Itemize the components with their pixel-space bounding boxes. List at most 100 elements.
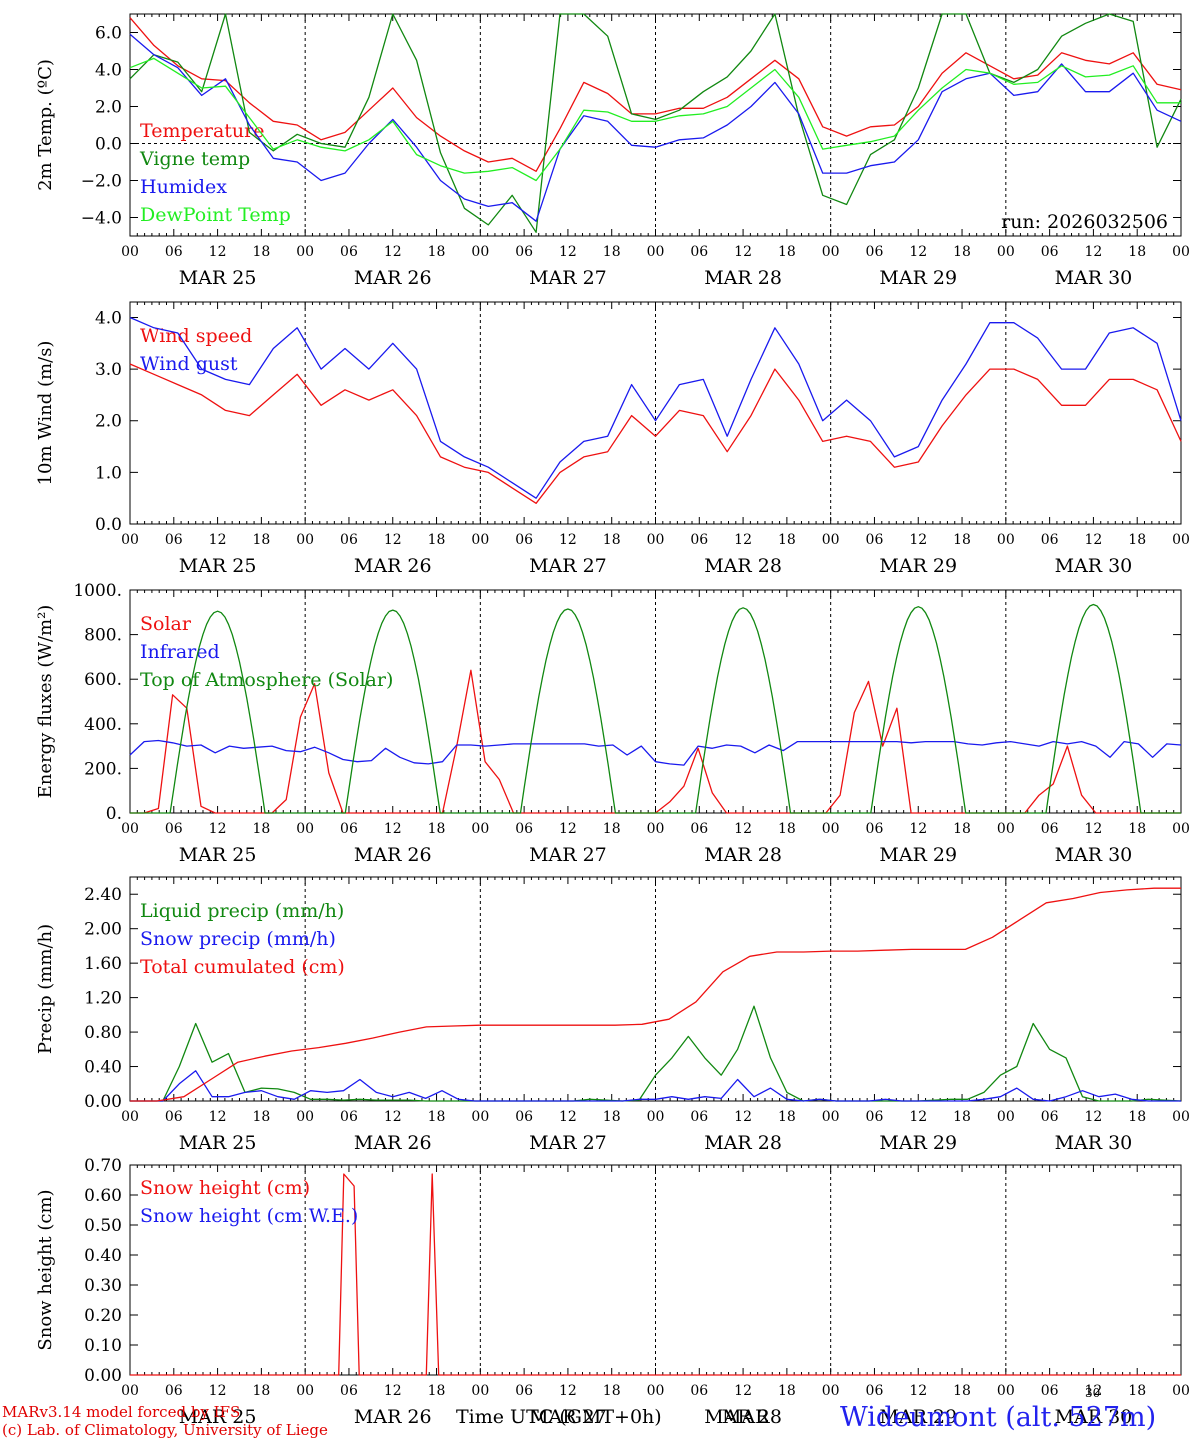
temperature-y-tick-label: 4.0	[95, 61, 122, 81]
temperature-x-tick-label: 18	[1128, 244, 1146, 260]
wind-x-tick-label: 00	[296, 532, 314, 548]
precip-y-tick-label: 2.40	[84, 885, 122, 905]
snow-x-tick-label: 12	[734, 1383, 752, 1399]
wind-x-tick-label: 18	[603, 532, 621, 548]
precip-day-label: MAR 26	[354, 1132, 432, 1154]
snow-x-tick-label: 12	[559, 1383, 577, 1399]
energy-x-tick-label: 00	[121, 821, 139, 837]
precip-day-label: MAR 28	[704, 1132, 782, 1154]
precip-x-tick-label: 00	[296, 1109, 314, 1125]
precip-y-tick-label: 1.60	[84, 954, 122, 974]
precip-x-tick-label: 18	[1128, 1109, 1146, 1125]
wind-x-tick-label: 06	[165, 532, 183, 548]
snow-x-tick-label: 06	[690, 1383, 708, 1399]
energy-x-tick-label: 18	[1128, 821, 1146, 837]
wind-x-tick-label: 06	[340, 532, 358, 548]
temperature-legend-dewpoint-temp: DewPoint Temp	[140, 204, 291, 226]
snow-x-tick-label: 18	[252, 1383, 270, 1399]
snow-y-tick-label: 0.60	[84, 1186, 122, 1206]
precip-x-tick-label: 18	[252, 1109, 270, 1125]
snow-legend-snow-height-cm-: Snow height (cm)	[140, 1177, 310, 1199]
wind-y-axis-title: 10m Wind (m/s)	[35, 341, 56, 486]
wind-legend-wind-gust: Wind gust	[140, 353, 238, 375]
temperature-y-tick-label: −2.0	[81, 172, 122, 192]
snow-y-tick-label: 0.20	[84, 1306, 122, 1326]
precip-y-tick-label: 2.00	[84, 920, 122, 940]
precip-series-snow-precip-mm-h-	[130, 1070, 1181, 1102]
wind-x-tick-label: 12	[384, 532, 402, 548]
energy-day-label: MAR 26	[354, 844, 432, 866]
temperature-x-tick-label: 06	[690, 244, 708, 260]
day-mini-label: 30	[1085, 1386, 1101, 1400]
energy-y-tick-label: 200.	[84, 759, 122, 779]
snow-x-tick-label: 06	[1041, 1383, 1059, 1399]
precip-x-tick-label: 12	[559, 1109, 577, 1125]
temperature-x-tick-label: 12	[734, 244, 752, 260]
snow-x-tick-label: 06	[340, 1383, 358, 1399]
temperature-legend-temperature: Temperature	[140, 120, 264, 142]
time-axis-label: Time UTC (GMT+0h)	[456, 1406, 662, 1428]
snow-x-tick-label: 18	[428, 1383, 446, 1399]
wind-y-tick-label: 1.0	[95, 463, 122, 483]
energy-series-infrared	[129, 739, 1182, 766]
temperature-x-tick-label: 06	[866, 244, 884, 260]
energy-x-tick-label: 00	[647, 821, 665, 837]
snow-x-tick-label: 00	[1172, 1383, 1190, 1399]
temperature-run-annotation: run: 2026032506	[1001, 211, 1168, 233]
temperature-x-tick-label: 06	[1041, 244, 1059, 260]
snow-day-label: MAR 30	[1055, 1406, 1133, 1428]
snow-legend-snow-height-cm-w-e-: Snow height (cm W.E.)	[140, 1205, 358, 1227]
energy-x-tick-label: 06	[1041, 821, 1059, 837]
snow-x-tick-label: 00	[471, 1383, 489, 1399]
temperature-x-tick-label: 18	[252, 244, 270, 260]
energy-x-tick-label: 06	[515, 821, 533, 837]
energy-day-label: MAR 27	[529, 844, 607, 866]
temperature-series-temperature	[129, 17, 1182, 172]
energy-x-tick-label: 12	[559, 821, 577, 837]
temperature-x-tick-label: 12	[559, 244, 577, 260]
energy-day-label: MAR 30	[1055, 844, 1133, 866]
wind-x-tick-label: 00	[997, 532, 1015, 548]
precip-legend-snow-precip-mm-h-: Snow precip (mm/h)	[140, 928, 336, 950]
precip-x-tick-label: 18	[428, 1109, 446, 1125]
temperature-y-tick-label: 0.0	[95, 135, 122, 155]
wind-x-tick-label: 00	[121, 532, 139, 548]
snow-x-tick-label: 00	[822, 1383, 840, 1399]
wind-x-tick-label: 06	[1041, 532, 1059, 548]
snow-x-tick-label: 12	[209, 1383, 227, 1399]
precip-x-tick-label: 18	[603, 1109, 621, 1125]
precip-y-axis-title: Precip (mm/h)	[35, 924, 56, 1054]
precip-day-label: MAR 30	[1055, 1132, 1133, 1154]
precip-y-tick-label: 1.20	[84, 989, 122, 1009]
temperature-day-label: MAR 25	[179, 267, 257, 289]
temperature-day-label: MAR 28	[704, 267, 782, 289]
precip-x-tick-label: 18	[953, 1109, 971, 1125]
precip-x-tick-label: 06	[866, 1109, 884, 1125]
wind-x-tick-label: 00	[1172, 532, 1190, 548]
wind-x-tick-label: 12	[209, 532, 227, 548]
temperature-day-label: MAR 30	[1055, 267, 1133, 289]
precip-y-tick-label: 0.00	[84, 1092, 122, 1112]
energy-x-tick-label: 00	[1172, 821, 1190, 837]
wind-x-tick-label: 12	[1085, 532, 1103, 548]
temperature-x-tick-label: 18	[953, 244, 971, 260]
snow-y-tick-label: 0.10	[84, 1336, 122, 1356]
wind-x-tick-label: 06	[515, 532, 533, 548]
precip-legend-total-cumulated-cm-: Total cumulated (cm)	[140, 956, 345, 978]
precip-x-tick-label: 06	[690, 1109, 708, 1125]
snow-day-label: MAR 29	[879, 1406, 957, 1428]
temperature-x-tick-label: 12	[909, 244, 927, 260]
snow-x-tick-label: 18	[778, 1383, 796, 1399]
wind-x-tick-label: 06	[866, 532, 884, 548]
wind-day-label: MAR 25	[179, 555, 257, 577]
precip-day-label: MAR 25	[179, 1132, 257, 1154]
wind-day-label: MAR 28	[704, 555, 782, 577]
energy-x-tick-label: 18	[603, 821, 621, 837]
precip-series-total-cumulated-cm-	[130, 887, 1181, 1102]
snow-y-tick-label: 0.40	[84, 1246, 122, 1266]
energy-x-tick-label: 12	[1085, 821, 1103, 837]
wind-x-tick-label: 18	[778, 532, 796, 548]
wind-x-tick-label: 18	[428, 532, 446, 548]
precip-y-tick-label: 0.80	[84, 1023, 122, 1043]
